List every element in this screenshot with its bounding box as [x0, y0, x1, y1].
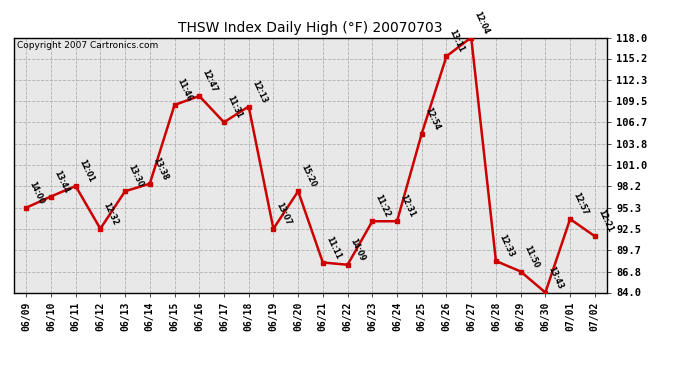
Text: 12:54: 12:54 [423, 106, 442, 131]
Text: 13:30: 13:30 [126, 164, 145, 189]
Text: 11:22: 11:22 [373, 194, 392, 219]
Text: 14:09: 14:09 [349, 237, 367, 262]
Text: 15:20: 15:20 [299, 164, 317, 189]
Text: 13:11: 13:11 [448, 28, 466, 54]
Text: 11:50: 11:50 [522, 244, 540, 269]
Text: 12:32: 12:32 [101, 201, 120, 226]
Text: 11:31: 11:31 [225, 94, 244, 120]
Text: Copyright 2007 Cartronics.com: Copyright 2007 Cartronics.com [17, 41, 158, 50]
Text: 12:21: 12:21 [596, 209, 614, 234]
Text: 12:04: 12:04 [473, 10, 491, 35]
Text: 13:07: 13:07 [275, 201, 293, 226]
Text: 13:38: 13:38 [151, 156, 170, 182]
Text: 13:43: 13:43 [546, 265, 565, 290]
Text: 12:47: 12:47 [201, 68, 219, 94]
Text: 12:57: 12:57 [571, 191, 590, 217]
Text: 13:44: 13:44 [52, 169, 70, 194]
Text: 11:11: 11:11 [324, 235, 342, 260]
Text: 12:01: 12:01 [77, 158, 95, 184]
Text: 11:46: 11:46 [176, 77, 194, 103]
Text: 14:00: 14:00 [28, 180, 46, 206]
Text: 12:31: 12:31 [398, 194, 417, 219]
Text: 12:13: 12:13 [250, 79, 268, 104]
Title: THSW Index Daily High (°F) 20070703: THSW Index Daily High (°F) 20070703 [178, 21, 443, 35]
Text: 12:33: 12:33 [497, 233, 515, 259]
